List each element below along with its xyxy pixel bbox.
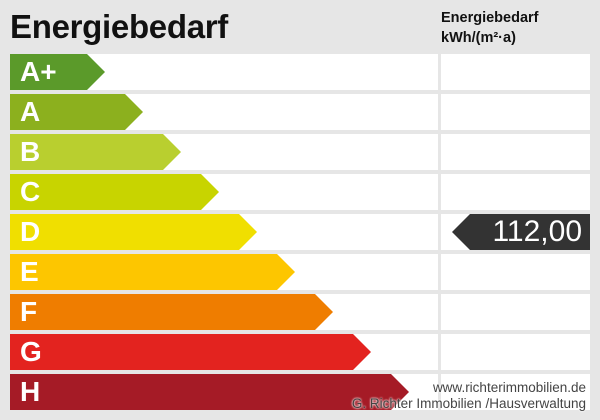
footer-website: www.richterimmobilien.de [432, 380, 586, 395]
class-bar: B [10, 134, 181, 170]
footer-company: G. Richter Immobilien /Hausverwaltung [351, 396, 586, 411]
class-row: F [10, 294, 590, 330]
column-header: Energiebedarf kWh/(m²·a) [441, 8, 539, 48]
value-cell [441, 174, 590, 210]
value-cell [441, 334, 590, 370]
value-cell [441, 374, 590, 410]
class-label: D [20, 216, 41, 247]
class-bar: A [10, 94, 143, 130]
class-bar: A+ [10, 54, 105, 90]
class-bar: H [10, 374, 409, 410]
value-cell [441, 54, 590, 90]
class-row: E [10, 254, 590, 290]
value-cell [441, 94, 590, 130]
class-bar: G [10, 334, 371, 370]
value-text: 112,00 [492, 215, 582, 248]
value-indicator: 112,00 [452, 214, 590, 250]
class-row: G [10, 334, 590, 370]
class-row: A [10, 94, 590, 130]
page-title: Energiebedarf [10, 8, 228, 45]
class-row: A+ [10, 54, 590, 90]
class-row: H [10, 374, 590, 410]
column-header-unit: kWh/(m²·a) [441, 30, 516, 46]
class-label: A+ [20, 56, 57, 87]
class-bar: E [10, 254, 295, 290]
class-label: C [20, 176, 41, 207]
class-bar: D [10, 214, 257, 250]
column-header-line1: Energiebedarf [441, 10, 539, 26]
class-row: C [10, 174, 590, 210]
value-cell [441, 254, 590, 290]
class-bar: C [10, 174, 219, 210]
class-label: B [20, 136, 41, 167]
class-label: F [20, 296, 38, 327]
class-label: H [20, 376, 41, 407]
value-cell [441, 294, 590, 330]
class-row: B [10, 134, 590, 170]
value-cell [441, 134, 590, 170]
class-label: G [20, 336, 42, 367]
class-bar: F [10, 294, 333, 330]
class-label: E [20, 256, 39, 287]
class-label: A [20, 96, 41, 127]
